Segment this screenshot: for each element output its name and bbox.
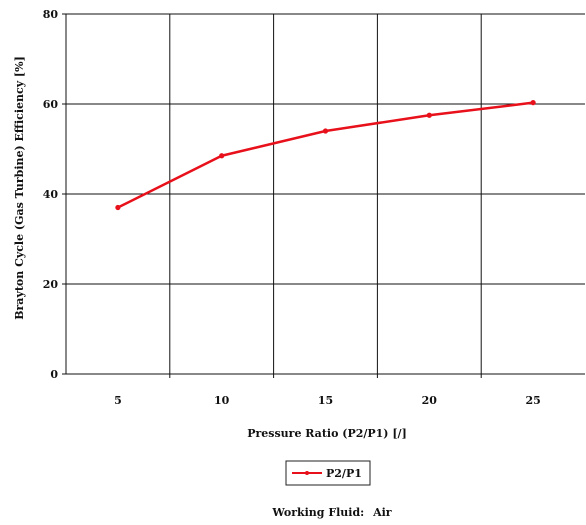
y-axis-title: Brayton Cycle (Gas Turbine) Efficiency [… — [13, 56, 26, 320]
data-point-25 — [530, 100, 536, 106]
data-point-5 — [115, 204, 121, 211]
x-axis-title: Pressure Ratio (P2/P1) [/] — [247, 427, 407, 440]
x-tick-label-25: 25 — [525, 394, 540, 407]
x-tick-label-10: 10 — [214, 394, 230, 407]
tick-labels: 0 20 40 60 80 5 10 15 20 25 — [43, 8, 541, 407]
grid-lines — [66, 13, 585, 374]
data-point-10 — [219, 153, 225, 159]
y-tick-label-40: 40 — [43, 188, 59, 201]
working-fluid-value: Air — [372, 506, 392, 519]
y-tick-label-80: 80 — [43, 8, 59, 21]
series-layer — [115, 100, 536, 211]
legend-label-p2-p1: P2/P1 — [326, 467, 362, 480]
x-tick-label-5: 5 — [114, 394, 122, 407]
working-fluid-label: Working Fluid: — [271, 506, 364, 519]
y-tick-label-60: 60 — [43, 98, 59, 111]
axes — [62, 13, 585, 378]
y-tick-label-0: 0 — [50, 368, 58, 381]
data-point-15 — [322, 128, 329, 134]
working-fluid-note: Working Fluid: Air — [271, 506, 391, 519]
legend-marker-swatch — [305, 471, 309, 475]
x-tick-label-15: 15 — [318, 394, 333, 407]
x-tick-label-20: 20 — [422, 394, 438, 407]
data-point-20 — [426, 112, 432, 118]
y-tick-label-20: 20 — [43, 278, 59, 291]
legend: P2/P1 — [285, 460, 371, 486]
